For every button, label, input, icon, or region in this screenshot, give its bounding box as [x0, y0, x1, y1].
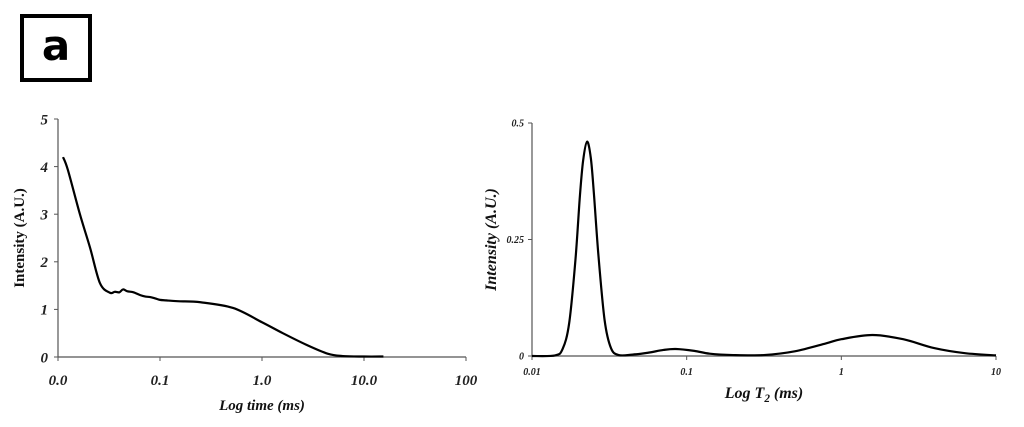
x-axis-title: Log T2 (ms) [724, 385, 803, 405]
panel-label-box: a [20, 14, 92, 82]
x-tick-label: 1.0 [253, 373, 272, 389]
y-tick-label: 0.5 [512, 119, 525, 130]
x-tick-label: 100 [455, 373, 478, 389]
y-tick-label: 0.25 [507, 235, 525, 246]
chart-1: 0.0 0.1 1.0 10.0 100 0 1 2 3 4 5 Log time (ms) Inten… [12, 112, 478, 414]
x-axis-title: Log time (ms) [218, 398, 305, 414]
x-tick-label: 0.01 [523, 367, 541, 378]
x-tick-label: 0.1 [151, 373, 170, 389]
y-tick-label: 0 [41, 350, 49, 366]
y-tick-label: 2 [40, 255, 49, 271]
series-line [531, 140, 997, 358]
series-line [61, 156, 384, 358]
y-axis-title: Intensity (A.U.) [12, 188, 28, 288]
y-tick-label: 0 [519, 352, 524, 363]
x-tick-label: 10.0 [351, 373, 378, 389]
y-axis-title: Intensity (A.U.) [483, 188, 500, 292]
y-tick-label: 3 [40, 207, 49, 223]
y-tick-label: 4 [40, 160, 49, 176]
y-tick-label: 5 [41, 112, 49, 128]
x-tick-label: 1 [839, 367, 844, 378]
x-tick-label: 0.0 [49, 373, 68, 389]
panel-label: a [41, 21, 71, 70]
y-tick-label: 1 [41, 303, 49, 319]
x-tick-label: 10 [991, 367, 1001, 378]
chart-2: 0.01 0.1 1 10 0 0.25 0.5 Log T2 (ms) Intensity (… [483, 119, 1001, 406]
x-tick-label: 0.1 [680, 367, 693, 378]
